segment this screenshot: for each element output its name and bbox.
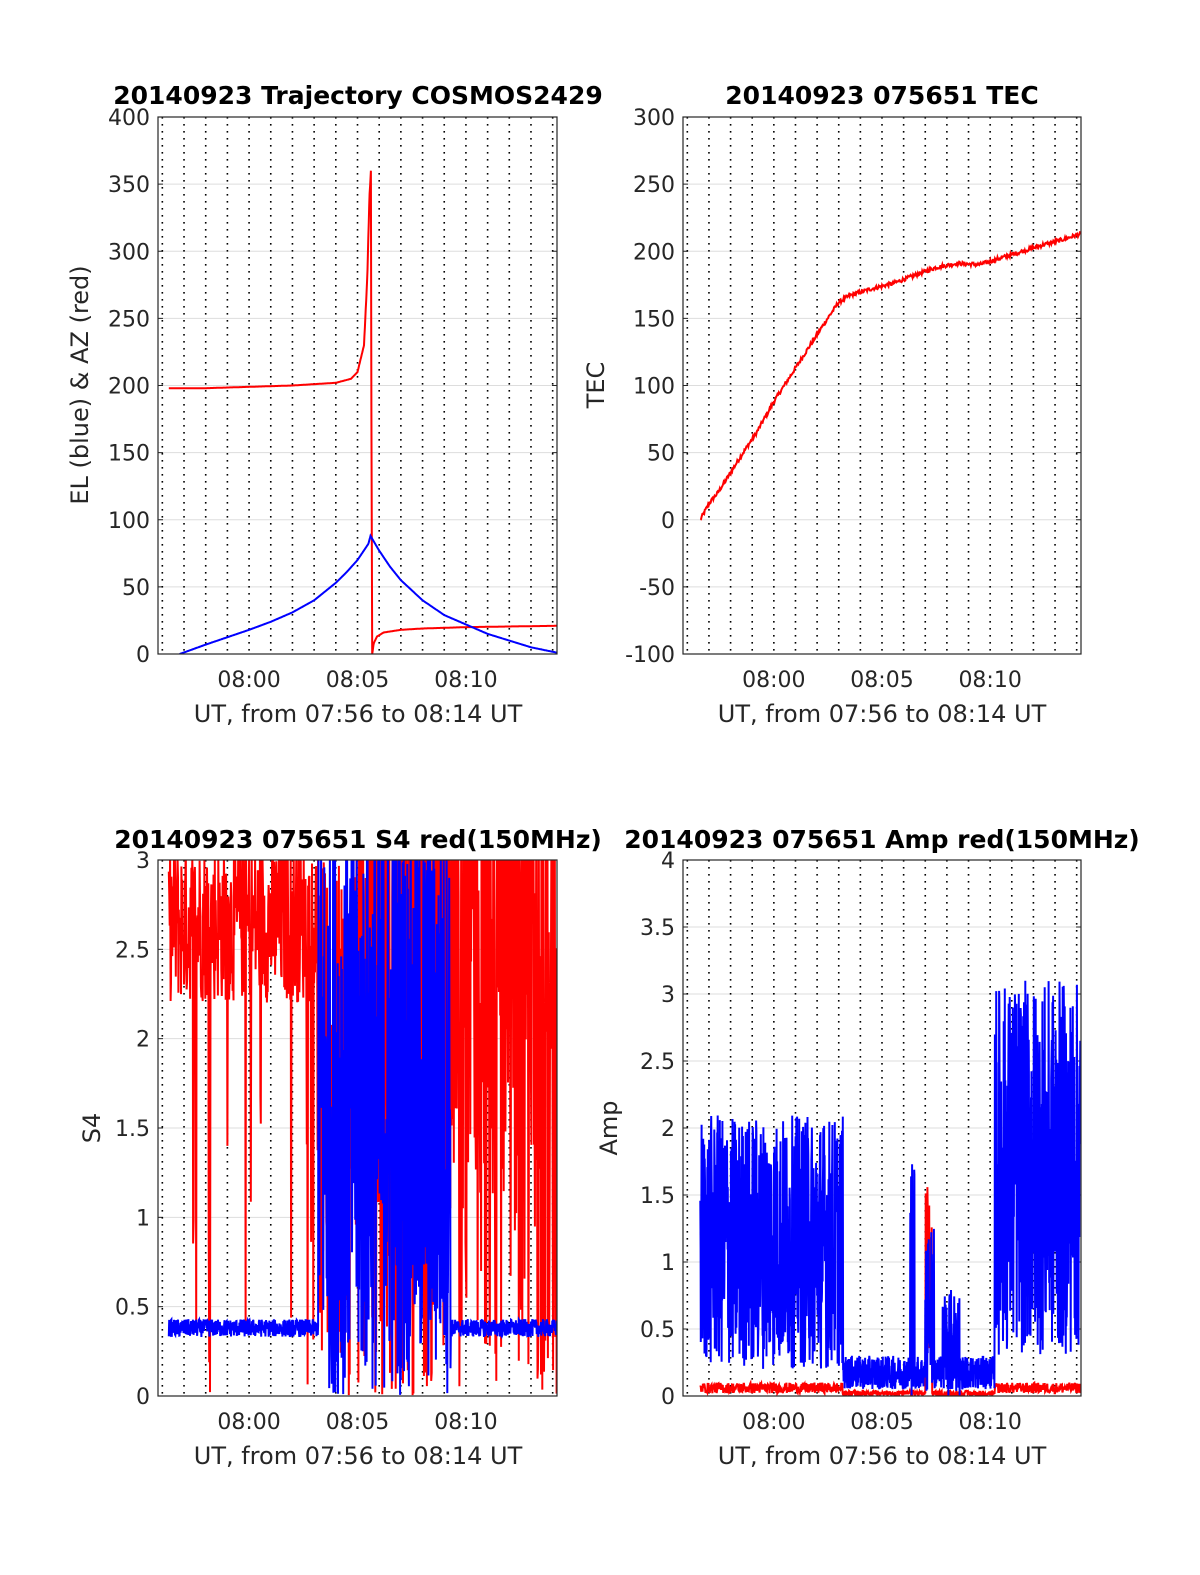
panel-amp: 20140923 075651 Amp red(150MHz) UT, from…	[595, 825, 1140, 1470]
x-axis-label: UT, from 07:56 to 08:14 UT	[194, 1442, 523, 1470]
y-tick-label: 200	[108, 375, 150, 400]
x-tick-label: 08:05	[850, 1410, 913, 1435]
plot-area	[699, 980, 1081, 1396]
y-tick-label: 1	[136, 1206, 150, 1231]
y-tick-label: 0	[661, 509, 675, 534]
y-tick-label: 200	[633, 240, 675, 265]
y-tick-label: -100	[625, 643, 675, 668]
x-tick-label: 08:10	[434, 1410, 497, 1435]
x-axis-label: UT, from 07:56 to 08:14 UT	[718, 700, 1047, 728]
y-tick-label: 150	[108, 442, 150, 467]
y-tick-label: 350	[108, 173, 150, 198]
y-tick-label: 1.5	[115, 1117, 150, 1142]
panel-s4: 20140923 075651 S4 red(150MHz) UT, from …	[78, 825, 602, 1470]
y-tick-label: 1	[661, 1251, 675, 1276]
y-tick-label: 100	[633, 375, 675, 400]
y-tick-label: 0	[661, 1385, 675, 1410]
series-line-amp-blue	[699, 980, 1081, 1396]
x-tick-label: 08:00	[742, 668, 805, 693]
axes-frame	[157, 859, 558, 1397]
y-tick-label: 50	[122, 576, 150, 601]
y-axis-label: TEC	[582, 362, 610, 410]
panel-trajectory: 20140923 Trajectory COSMOS2429 UT, from …	[66, 81, 603, 728]
x-tick-label: 08:00	[742, 1410, 805, 1435]
axes-frame	[682, 859, 1082, 1397]
y-tick-label: 0.5	[115, 1296, 150, 1321]
x-axis-label: UT, from 07:56 to 08:14 UT	[718, 1442, 1047, 1470]
x-tick-label: 08:00	[217, 668, 280, 693]
series-line-s4-blue	[167, 860, 557, 1395]
y-tick-label: 4	[661, 849, 675, 874]
x-tick-label: 08:00	[217, 1410, 280, 1435]
y-tick-label: 250	[108, 307, 150, 332]
axes-frame	[157, 116, 558, 655]
plot-area	[700, 231, 1081, 521]
x-tick-label: 08:05	[850, 668, 913, 693]
y-tick-label: 2	[661, 1117, 675, 1142]
chart-title: 20140923 075651 TEC	[725, 81, 1038, 110]
y-tick-label: 2.5	[640, 1050, 675, 1075]
x-tick-label: 08:10	[958, 668, 1021, 693]
x-axis-label: UT, from 07:56 to 08:14 UT	[194, 700, 523, 728]
y-tick-label: 0	[136, 643, 150, 668]
x-tick-label: 08:05	[326, 1410, 389, 1435]
y-tick-label: 2	[136, 1028, 150, 1053]
y-tick-label: 50	[647, 442, 675, 467]
y-tick-label: 150	[633, 307, 675, 332]
y-tick-label: 0.5	[640, 1318, 675, 1343]
series-line-elevation	[179, 533, 557, 654]
y-axis-label: EL (blue) & AZ (red)	[66, 265, 94, 504]
x-tick-label: 08:10	[434, 668, 497, 693]
y-tick-label: 300	[108, 240, 150, 265]
series-line-tec	[700, 231, 1081, 521]
chart-title: 20140923 075651 Amp red(150MHz)	[624, 825, 1140, 854]
chart-title: 20140923 075651 S4 red(150MHz)	[114, 825, 602, 854]
plot-area	[168, 170, 557, 654]
plot-area	[167, 860, 557, 1396]
y-tick-label: 3	[136, 849, 150, 874]
axes-frame	[682, 116, 1082, 655]
y-axis-label: Amp	[595, 1100, 623, 1155]
x-tick-label: 08:10	[958, 1410, 1021, 1435]
y-tick-label: 250	[633, 173, 675, 198]
y-tick-label: 100	[108, 509, 150, 534]
y-tick-label: 300	[633, 106, 675, 131]
y-tick-label: 2.5	[115, 938, 150, 963]
y-tick-label: 0	[136, 1385, 150, 1410]
chart-title: 20140923 Trajectory COSMOS2429	[113, 81, 603, 110]
y-tick-label: 1.5	[640, 1184, 675, 1209]
y-tick-label: 3	[661, 983, 675, 1008]
panel-tec: 20140923 075651 TEC UT, from 07:56 to 08…	[582, 81, 1082, 728]
y-tick-label: 400	[108, 106, 150, 131]
y-tick-label: -50	[639, 576, 675, 601]
series-line-amp-red	[699, 1187, 1081, 1396]
y-axis-label: S4	[78, 1113, 106, 1144]
y-tick-label: 3.5	[640, 916, 675, 941]
x-tick-label: 08:05	[326, 668, 389, 693]
series-line-azimuth	[168, 170, 557, 654]
